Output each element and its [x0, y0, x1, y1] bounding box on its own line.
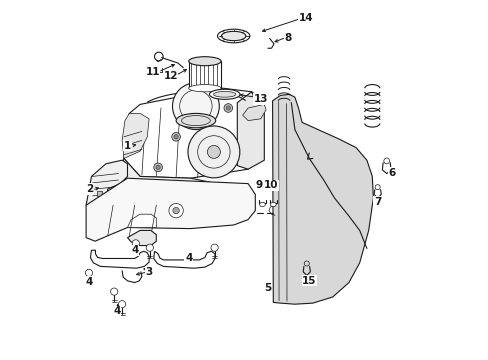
Ellipse shape	[213, 91, 235, 97]
Circle shape	[207, 145, 220, 158]
Circle shape	[224, 104, 232, 112]
Polygon shape	[97, 191, 102, 196]
Circle shape	[132, 240, 139, 247]
Circle shape	[187, 126, 239, 178]
Ellipse shape	[270, 202, 276, 207]
Text: 3: 3	[145, 267, 152, 277]
Text: 8: 8	[284, 33, 291, 43]
Text: 10: 10	[264, 180, 278, 190]
Ellipse shape	[221, 31, 245, 41]
Text: 12: 12	[163, 71, 178, 81]
Polygon shape	[86, 178, 255, 241]
Circle shape	[156, 165, 160, 170]
Circle shape	[211, 244, 218, 251]
Circle shape	[146, 244, 153, 251]
Polygon shape	[237, 92, 264, 169]
Text: 6: 6	[387, 168, 395, 178]
Polygon shape	[127, 214, 156, 228]
Circle shape	[168, 203, 183, 218]
Circle shape	[153, 163, 162, 172]
Text: 9: 9	[255, 180, 262, 190]
Circle shape	[85, 269, 92, 276]
Text: 4: 4	[85, 276, 93, 287]
Polygon shape	[86, 160, 127, 211]
Ellipse shape	[209, 89, 240, 99]
Text: 14: 14	[298, 13, 312, 23]
Circle shape	[174, 135, 178, 139]
Polygon shape	[123, 88, 264, 178]
Polygon shape	[242, 104, 265, 121]
Text: 11: 11	[145, 67, 160, 77]
Ellipse shape	[188, 85, 221, 92]
Text: 4: 4	[131, 245, 138, 255]
Text: 2: 2	[86, 184, 93, 194]
Circle shape	[225, 106, 230, 110]
Circle shape	[172, 207, 179, 214]
Text: 4: 4	[184, 253, 192, 264]
Polygon shape	[153, 251, 215, 268]
Circle shape	[171, 132, 180, 141]
Polygon shape	[188, 61, 221, 88]
Text: 1: 1	[123, 141, 131, 151]
Ellipse shape	[188, 57, 221, 66]
Polygon shape	[127, 230, 156, 246]
Text: 15: 15	[302, 276, 316, 286]
Circle shape	[110, 288, 118, 295]
Text: 4: 4	[113, 306, 120, 316]
Text: 5: 5	[264, 283, 271, 293]
Ellipse shape	[259, 202, 265, 207]
Circle shape	[172, 83, 219, 130]
Polygon shape	[115, 158, 219, 198]
Polygon shape	[122, 113, 149, 158]
Polygon shape	[272, 94, 373, 304]
Polygon shape	[90, 250, 149, 268]
Ellipse shape	[217, 29, 249, 43]
Ellipse shape	[176, 113, 215, 128]
Text: 7: 7	[373, 197, 381, 207]
Text: 13: 13	[253, 94, 267, 104]
Circle shape	[118, 301, 125, 308]
